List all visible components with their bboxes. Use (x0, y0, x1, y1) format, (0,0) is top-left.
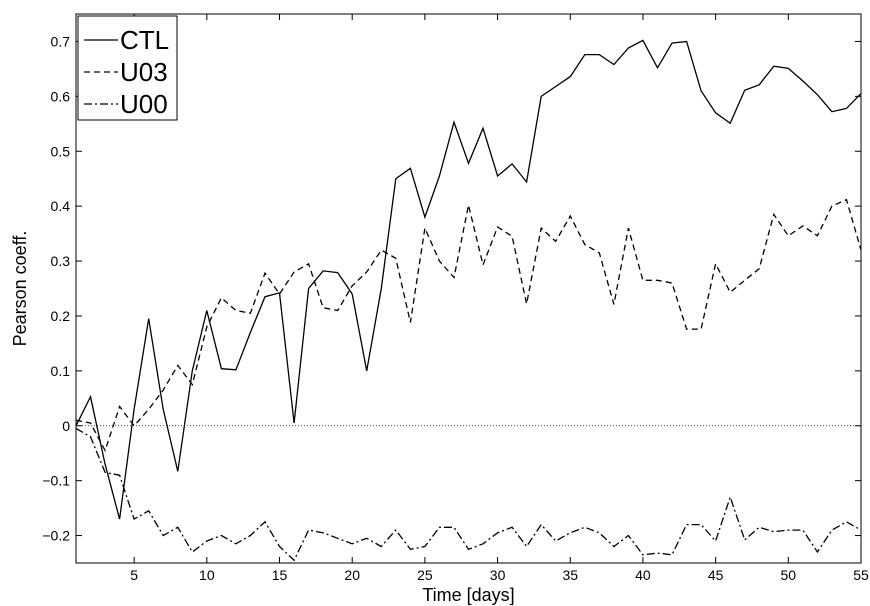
x-tick-label: 10 (199, 567, 215, 583)
y-tick-label: 0 (62, 418, 70, 434)
y-tick-label: 0.4 (51, 198, 71, 214)
y-tick-label: 0.3 (51, 253, 71, 269)
plot-area (75, 13, 862, 564)
y-tick-label: 0.6 (51, 88, 71, 104)
axis-ticks: 5 10 15 20 25 30 35 40 45 50 55 −0.2 −0.1 0 0.1 0.2 0.3 0… (42, 14, 869, 583)
x-tick-label: 15 (272, 567, 288, 583)
legend-box (77, 15, 178, 121)
y-tick-label: 0.1 (51, 363, 71, 379)
series-group (76, 39, 861, 562)
x-tick-label: 55 (853, 567, 869, 583)
series-line-u03 (76, 198, 861, 453)
y-tick-label: −0.1 (42, 473, 70, 489)
x-tick-label: 40 (635, 567, 651, 583)
x-tick-label: 45 (708, 567, 724, 583)
y-tick-label: 0.7 (51, 33, 71, 49)
x-tick-label: 25 (417, 567, 433, 583)
series-line-ctl (76, 39, 861, 520)
series-line-u00 (76, 427, 861, 562)
x-axis-label: Time [days] (422, 585, 514, 605)
legend-label-u03: U03 (120, 57, 168, 87)
y-tick-label: 0.2 (51, 308, 71, 324)
x-tick-label: 30 (490, 567, 506, 583)
x-tick-label: 20 (344, 567, 360, 583)
x-tick-label: 50 (781, 567, 797, 583)
legend-label-u00: U00 (120, 89, 168, 119)
y-tick-label: −0.2 (42, 528, 70, 544)
x-tick-label: 35 (562, 567, 578, 583)
legend-label-ctl: CTL (120, 25, 169, 55)
y-axis-label: Pearson coeff. (10, 231, 30, 347)
y-tick-label: 0.5 (51, 143, 71, 159)
x-tick-label: 5 (130, 567, 138, 583)
